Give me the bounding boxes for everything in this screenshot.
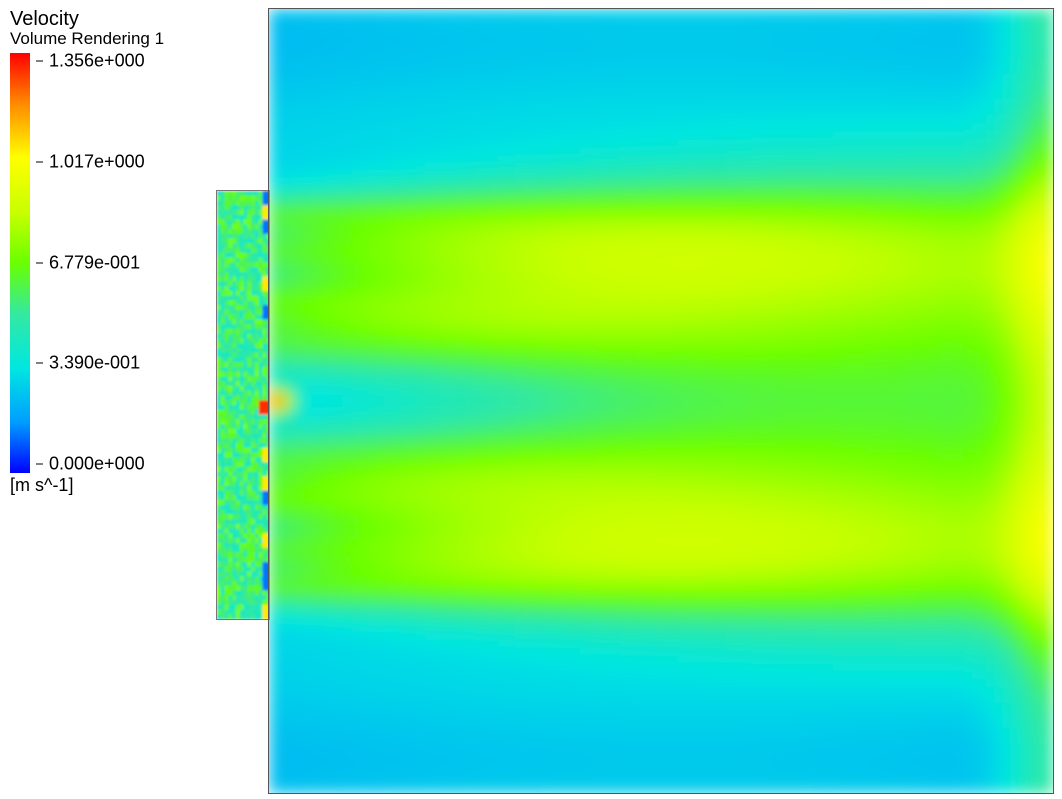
legend-tick: 6.779e-001 <box>36 252 140 273</box>
legend-tick: 1.017e+000 <box>36 151 145 172</box>
legend-units: [m s^-1] <box>10 475 210 496</box>
legend-title: Velocity <box>10 8 210 30</box>
inlet-channel <box>216 190 270 620</box>
legend-subtitle: Volume Rendering 1 <box>10 30 210 49</box>
legend-tick: 1.356e+000 <box>36 51 145 72</box>
legend: Velocity Volume Rendering 1 1.356e+0001.… <box>10 8 210 496</box>
flow-field-render <box>269 9 1053 793</box>
inlet-render <box>217 191 270 619</box>
legend-body: 1.356e+000 1.017e+000 6.779e-001 3.390e-001… <box>10 53 210 473</box>
legend-tick: 0.000e+000 <box>36 454 145 475</box>
legend-tick: 3.390e-001 <box>36 353 140 374</box>
flow-field <box>268 8 1054 794</box>
colorbar <box>10 53 30 473</box>
legend-ticks: 1.356e+000 1.017e+000 6.779e-001 3.390e-001… <box>36 53 210 473</box>
